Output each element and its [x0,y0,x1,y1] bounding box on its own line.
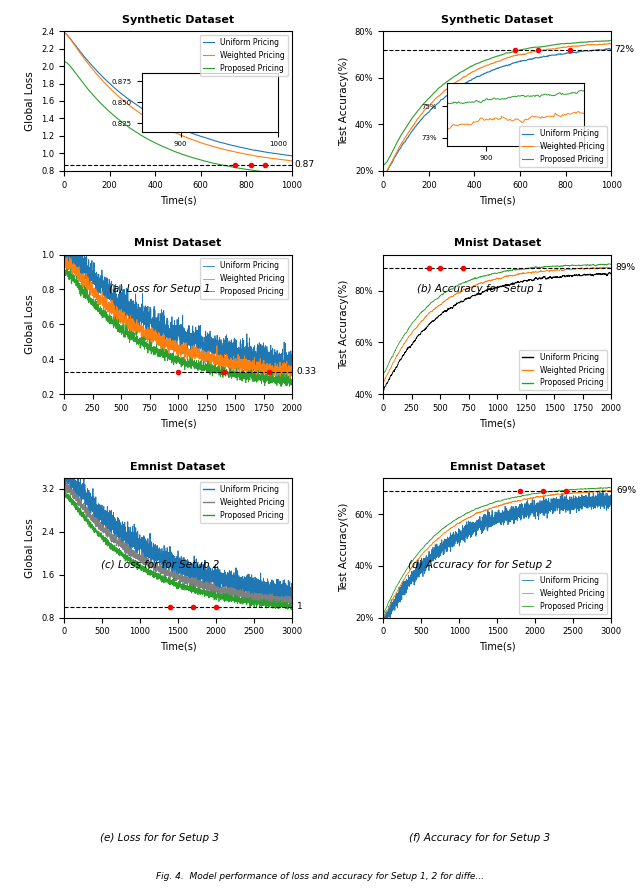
Y-axis label: Test Accuracy(%): Test Accuracy(%) [339,56,349,146]
X-axis label: Time(s): Time(s) [160,642,196,651]
X-axis label: Time(s): Time(s) [479,195,515,205]
Text: 0.33: 0.33 [296,367,317,376]
X-axis label: Time(s): Time(s) [160,195,196,205]
Legend: Uniform Pricing, Weighted Pricing, Proposed Pricing: Uniform Pricing, Weighted Pricing, Propo… [519,350,607,391]
Y-axis label: Global Loss: Global Loss [26,71,35,131]
Text: (a) Loss for Setup 1: (a) Loss for Setup 1 [109,284,211,295]
Title: Mnist Dataset: Mnist Dataset [134,239,221,248]
Legend: Uniform Pricing, Weighted Pricing, Proposed Pricing: Uniform Pricing, Weighted Pricing, Propo… [519,126,607,167]
Title: Synthetic Dataset: Synthetic Dataset [441,15,553,25]
Legend: Uniform Pricing, Weighted Pricing, Proposed Pricing: Uniform Pricing, Weighted Pricing, Propo… [200,35,288,76]
Title: Emnist Dataset: Emnist Dataset [449,462,545,472]
Text: (e) Loss for for Setup 3: (e) Loss for for Setup 3 [100,833,220,844]
Text: (d) Accuracy for for Setup 2: (d) Accuracy for for Setup 2 [408,560,552,570]
Y-axis label: Test Accuracy(%): Test Accuracy(%) [339,503,349,593]
X-axis label: Time(s): Time(s) [160,418,196,428]
Title: Mnist Dataset: Mnist Dataset [454,239,541,248]
Title: Synthetic Dataset: Synthetic Dataset [122,15,234,25]
Text: 89%: 89% [616,263,636,272]
Text: 1: 1 [297,603,303,611]
Legend: Uniform Pricing, Weighted Pricing, Proposed Pricing: Uniform Pricing, Weighted Pricing, Propo… [519,573,607,614]
Text: (f) Accuracy for for Setup 3: (f) Accuracy for for Setup 3 [410,833,550,844]
X-axis label: Time(s): Time(s) [479,642,515,651]
Legend: Uniform Pricing, Weighted Pricing, Proposed Pricing: Uniform Pricing, Weighted Pricing, Propo… [200,258,288,299]
Y-axis label: Global Loss: Global Loss [26,295,35,354]
Y-axis label: Global Loss: Global Loss [26,518,35,578]
Y-axis label: Test Accuracy(%): Test Accuracy(%) [339,279,349,369]
Legend: Uniform Pricing, Weighted Pricing, Proposed Pricing: Uniform Pricing, Weighted Pricing, Propo… [200,481,288,522]
Text: 69%: 69% [616,487,636,496]
X-axis label: Time(s): Time(s) [479,418,515,428]
Title: Emnist Dataset: Emnist Dataset [131,462,226,472]
Text: (c) Loss for for Setup 2: (c) Loss for for Setup 2 [101,560,219,570]
Text: 0.87: 0.87 [295,160,315,169]
Text: Fig. 4.  Model performance of loss and accuracy for Setup 1, 2 for diffe...: Fig. 4. Model performance of loss and ac… [156,872,484,881]
Text: 72%: 72% [614,45,634,54]
Text: (b) Accuracy for Setup 1: (b) Accuracy for Setup 1 [417,284,543,295]
